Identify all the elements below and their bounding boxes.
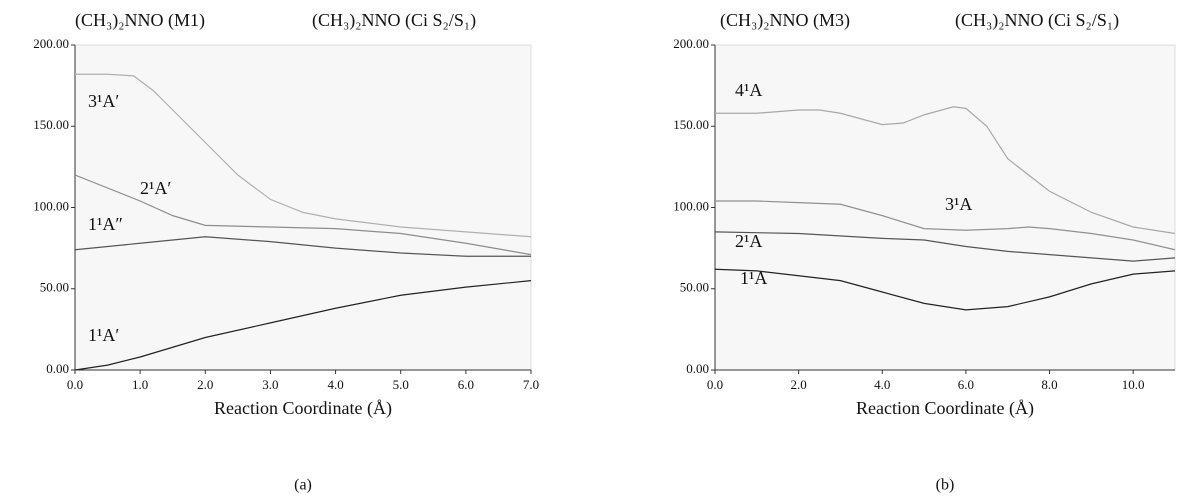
x-tick-label: 4.0 <box>874 377 890 392</box>
y-tick-label: 0.00 <box>46 361 69 376</box>
state-label: 2¹A′ <box>140 178 171 198</box>
annotation: (CH₃)₂NNO (M1) <box>75 10 205 31</box>
y-tick-label: 150.00 <box>33 117 69 132</box>
annotation: (CH₃)₂NNO (Ci S₂/S₁) <box>955 10 1119 31</box>
x-axis-label: Reaction Coordinate (Å) <box>856 398 1034 419</box>
y-tick-label: 150.00 <box>673 117 709 132</box>
caption: (b) <box>936 477 955 494</box>
x-tick-label: 8.0 <box>1041 377 1057 392</box>
figure: 0.00 50.00 100.00 150.00 200.00 0.0 1.0 2.0 3.0 4… <box>0 0 1179 502</box>
y-tick-label: 200.00 <box>33 36 69 51</box>
state-label: 3¹A <box>945 194 972 214</box>
x-tick-label: 2.0 <box>197 377 213 392</box>
state-label: 4¹A <box>735 80 762 100</box>
x-tick-label: 0.0 <box>707 377 723 392</box>
x-tick-label: 1.0 <box>132 377 148 392</box>
x-tick-label: 10.0 <box>1122 377 1145 392</box>
x-tick-label: 6.0 <box>958 377 974 392</box>
y-tick-label: 50.00 <box>680 280 709 295</box>
x-tick-label: 3.0 <box>262 377 278 392</box>
y-tick-label: 0.00 <box>686 361 709 376</box>
x-tick-label: 2.0 <box>791 377 807 392</box>
x-tick-label: 5.0 <box>393 377 409 392</box>
state-label: 1¹A″ <box>88 214 123 234</box>
state-label: 3¹A′ <box>88 91 119 111</box>
x-axis-label: Reaction Coordinate (Å) <box>214 398 392 419</box>
x-tick-label: 7.0 <box>523 377 539 392</box>
state-label: 2¹A <box>735 231 762 251</box>
x-tick-label: 6.0 <box>458 377 474 392</box>
y-tick-label: 200.00 <box>673 36 709 51</box>
x-tick-label: 0.0 <box>67 377 83 392</box>
caption: (a) <box>294 477 312 494</box>
annotation: (CH₃)₂NNO (M3) <box>720 10 850 31</box>
state-label: 1¹A <box>740 268 767 288</box>
y-tick-label: 100.00 <box>673 198 709 213</box>
state-label: 1¹A′ <box>88 325 119 345</box>
plot-area <box>75 45 531 370</box>
y-tick-label: 100.00 <box>33 198 69 213</box>
y-tick-label: 50.00 <box>40 280 69 295</box>
x-tick-label: 4.0 <box>327 377 343 392</box>
annotation: (CH₃)₂NNO (Ci S₂/S₁) <box>312 10 476 31</box>
